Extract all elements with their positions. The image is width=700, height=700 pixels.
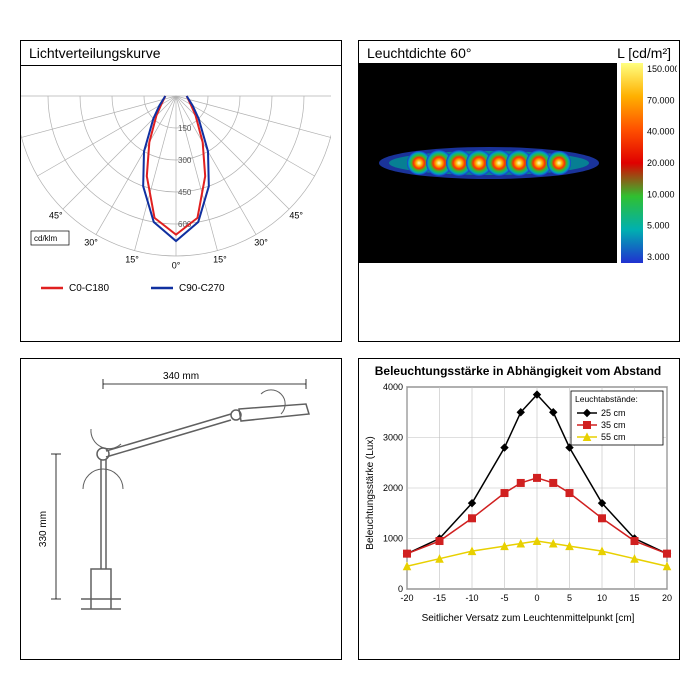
panel-diagram: 340 mm 330 mm bbox=[20, 358, 342, 660]
svg-text:3000: 3000 bbox=[383, 433, 403, 443]
svg-text:35 cm: 35 cm bbox=[601, 420, 626, 430]
svg-text:C90-C270: C90-C270 bbox=[179, 283, 225, 294]
svg-text:330 mm: 330 mm bbox=[38, 511, 49, 547]
svg-text:300: 300 bbox=[178, 156, 192, 165]
panel2-titlebar: Leuchtdichte 60° L [cd/m²] bbox=[359, 41, 679, 63]
svg-text:40.000: 40.000 bbox=[647, 127, 675, 137]
svg-text:450: 450 bbox=[178, 188, 192, 197]
svg-text:30°: 30° bbox=[84, 238, 98, 248]
panel2-title: Leuchtdichte 60° bbox=[367, 45, 471, 61]
svg-text:Seitlicher Versatz zum Leuchte: Seitlicher Versatz zum Leuchtenmittelpun… bbox=[422, 613, 635, 624]
svg-text:Leuchtabstände:: Leuchtabstände: bbox=[575, 394, 638, 404]
svg-text:0: 0 bbox=[534, 593, 539, 603]
panel2-unit: L [cd/m²] bbox=[617, 45, 671, 61]
svg-text:-20: -20 bbox=[400, 593, 413, 603]
svg-text:3.000: 3.000 bbox=[647, 252, 670, 262]
svg-text:150: 150 bbox=[178, 124, 192, 133]
svg-text:4000: 4000 bbox=[383, 382, 403, 392]
svg-text:10: 10 bbox=[597, 593, 607, 603]
svg-text:25 cm: 25 cm bbox=[601, 408, 626, 418]
svg-text:340 mm: 340 mm bbox=[163, 371, 199, 382]
svg-text:10.000: 10.000 bbox=[647, 189, 675, 199]
heatmap-chart: 150.000 70.000 40.000 20.000 10.000 5.000 3.00… bbox=[359, 63, 677, 303]
svg-text:15: 15 bbox=[629, 593, 639, 603]
panel-grid: Lichtverteilungskurve 90°45°30°15°0°15°3… bbox=[20, 40, 680, 660]
svg-text:C0-C180: C0-C180 bbox=[69, 283, 109, 294]
svg-text:2000: 2000 bbox=[383, 483, 403, 493]
svg-text:-5: -5 bbox=[500, 593, 508, 603]
svg-text:20.000: 20.000 bbox=[647, 158, 675, 168]
svg-text:1000: 1000 bbox=[383, 534, 403, 544]
svg-text:cd/klm: cd/klm bbox=[34, 234, 57, 243]
svg-text:45°: 45° bbox=[49, 211, 63, 221]
svg-text:-10: -10 bbox=[465, 593, 478, 603]
svg-text:-15: -15 bbox=[433, 593, 446, 603]
svg-text:150.000: 150.000 bbox=[647, 64, 677, 74]
panel1-title: Lichtverteilungskurve bbox=[21, 41, 341, 66]
svg-text:55 cm: 55 cm bbox=[601, 432, 626, 442]
lamp-diagram: 340 mm 330 mm bbox=[21, 359, 339, 627]
svg-text:15°: 15° bbox=[213, 255, 227, 265]
svg-text:70.000: 70.000 bbox=[647, 95, 675, 105]
panel-linechart: Beleuchtungsstärke in Abhängigkeit vom A… bbox=[358, 358, 680, 660]
svg-text:5.000: 5.000 bbox=[647, 221, 670, 231]
svg-text:Beleuchtungsstärke in Abhängig: Beleuchtungsstärke in Abhängigkeit vom A… bbox=[375, 364, 662, 378]
svg-text:15°: 15° bbox=[125, 255, 139, 265]
svg-text:30°: 30° bbox=[254, 238, 268, 248]
panel-heatmap: Leuchtdichte 60° L [cd/m²] 150.000 70.000… bbox=[358, 40, 680, 342]
polar-chart: 90°45°30°15°0°15°30°45°90°150300450600cd… bbox=[21, 66, 331, 306]
line-chart: Beleuchtungsstärke in Abhängigkeit vom A… bbox=[359, 359, 677, 627]
svg-text:0°: 0° bbox=[172, 260, 181, 270]
svg-text:5: 5 bbox=[567, 593, 572, 603]
svg-text:Beleuchtungsstärke (Lux): Beleuchtungsstärke (Lux) bbox=[365, 436, 376, 549]
panel-polar: Lichtverteilungskurve 90°45°30°15°0°15°3… bbox=[20, 40, 342, 342]
svg-text:45°: 45° bbox=[289, 211, 303, 221]
svg-text:20: 20 bbox=[662, 593, 672, 603]
